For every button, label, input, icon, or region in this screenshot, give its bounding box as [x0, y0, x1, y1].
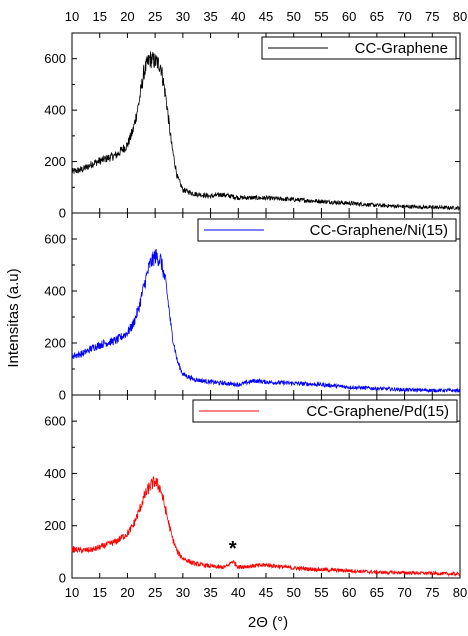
legend-label: CC-Graphene/Ni(15)	[310, 222, 448, 239]
y-tick-label: 200	[44, 336, 66, 351]
y-tick-label: 200	[44, 154, 66, 169]
x-tick-label-top: 35	[203, 9, 217, 24]
panel-frame	[71, 32, 461, 214]
x-tick-label-bottom: 10	[65, 585, 79, 600]
x-tick-label-top: 70	[397, 9, 411, 24]
y-tick-label: 600	[44, 232, 66, 247]
x-tick-label-bottom: 55	[314, 585, 328, 600]
x-tick-label-bottom: 50	[286, 585, 300, 600]
x-tick-label-bottom: 30	[176, 585, 190, 600]
panels-group: 0 200 400 600 CC-Graphene 0 200 400 600 CC-Graphe…	[44, 32, 461, 586]
legend-label: CC-Graphene/Pd(15)	[306, 403, 449, 420]
series-line-3	[71, 475, 461, 578]
x-tick-label-top: 25	[148, 9, 162, 24]
y-tick-label: 0	[59, 388, 66, 403]
peak-annotation: *	[229, 538, 237, 560]
x-tick-label-top: 55	[314, 9, 328, 24]
legend-box	[261, 36, 457, 60]
x-tick-label-bottom: 60	[342, 585, 356, 600]
legend-label: CC-Graphene	[355, 40, 448, 57]
x-tick-label-top: 45	[259, 9, 273, 24]
y-tick-label: 400	[44, 284, 66, 299]
x-tick-label-top: 10	[65, 9, 79, 24]
x-tick-label-bottom: 40	[231, 585, 245, 600]
x-tick-label-bottom: 25	[148, 585, 162, 600]
x-tick-label-bottom: 75	[425, 585, 439, 600]
x-tick-label-bottom: 15	[92, 585, 106, 600]
x-tick-label-top: 30	[176, 9, 190, 24]
x-tick-label-top: 65	[370, 9, 384, 24]
x-tick-label-bottom: 20	[120, 585, 134, 600]
series-line-1	[71, 51, 461, 212]
legend-3: CC-Graphene/Pd(15)	[192, 399, 458, 423]
x-tick-label-top: 50	[286, 9, 300, 24]
series-line-2	[71, 249, 461, 394]
legend-box	[192, 399, 458, 423]
y-tick-label: 600	[44, 414, 66, 429]
panel-3: 0 200 400 600 CC-Graphene/Pd(15) *	[44, 394, 461, 586]
x-tick-label-top: 80	[453, 9, 467, 24]
legend-1: CC-Graphene	[261, 36, 457, 60]
x-tick-label-bottom: 45	[259, 585, 273, 600]
x-tick-label-bottom: 35	[203, 585, 217, 600]
panel-2: 0 200 400 600 CC-Graphene/Ni(15)	[44, 212, 461, 403]
x-tick-label-bottom: 70	[397, 585, 411, 600]
y-tick-label: 0	[59, 206, 66, 221]
x-axes-group: 10 10 15 15 20 20 25 25 30 30 35 35 40 40 45 45 50 50 55 55…	[65, 9, 467, 600]
x-tick-label-top: 60	[342, 9, 356, 24]
x-tick-label-top: 75	[425, 9, 439, 24]
legend-2: CC-Graphene/Ni(15)	[197, 218, 457, 242]
y-tick-label: 200	[44, 518, 66, 533]
x-axis-title: 2Θ (°)	[248, 614, 288, 631]
x-tick-label-top: 20	[120, 9, 134, 24]
legend-box	[197, 218, 457, 242]
y-tick-label: 0	[59, 571, 66, 586]
x-tick-label-bottom: 65	[370, 585, 384, 600]
y-axis-title: Intensitas (a.u)	[5, 268, 22, 367]
x-tick-label-top: 15	[92, 9, 106, 24]
y-tick-label: 400	[44, 103, 66, 118]
x-tick-label-top: 40	[231, 9, 245, 24]
x-tick-label-bottom: 80	[453, 585, 467, 600]
y-tick-label: 400	[44, 466, 66, 481]
panel-1: 0 200 400 600 CC-Graphene	[44, 32, 461, 221]
y-tick-label: 600	[44, 51, 66, 66]
